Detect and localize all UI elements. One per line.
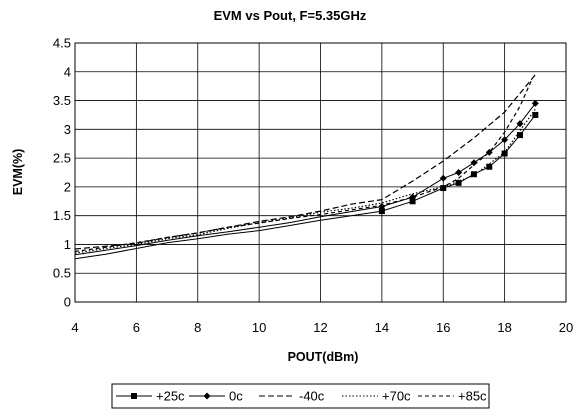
series-85c [74, 78, 533, 252]
y-tick-label: 3.5 [53, 93, 71, 108]
legend-label: -40c [299, 389, 325, 404]
legend-item: 0c [189, 389, 243, 404]
plot-area-frame [74, 42, 567, 303]
legend-label: 0c [229, 389, 243, 404]
data-point-25c [409, 198, 416, 205]
x-tick-label: 16 [436, 320, 450, 335]
y-tick-label: 3 [64, 122, 71, 137]
data-point-25c [455, 179, 462, 186]
legend-item: -40c [259, 389, 325, 404]
y-tick-label: 4 [64, 64, 71, 79]
y-tick-label: 0 [64, 295, 71, 310]
y-tick-label: 4.5 [53, 36, 71, 51]
y-axis-tick-labels: 0 0.5 1 1.5 2 2.5 3 3.5 4 4.5 [53, 36, 71, 310]
gridlines [74, 42, 567, 303]
y-tick-label: 2.5 [53, 151, 71, 166]
chart-title: EVM vs Pout, F=5.35GHz [214, 8, 367, 23]
data-point-0c [439, 174, 447, 182]
data-point-0c [378, 202, 386, 210]
legend-items: +25c 0c -40c +70c +85c [116, 389, 487, 404]
data-point-0c [470, 159, 478, 167]
y-tick-label: 2 [64, 179, 71, 194]
x-tick-label: 20 [559, 320, 573, 335]
data-point-0c [455, 169, 463, 176]
data-point-0c [501, 136, 509, 144]
y-tick-label: 1.5 [53, 208, 71, 223]
data-point-25c [516, 132, 523, 139]
series-25c [74, 111, 539, 260]
x-tick-label: 10 [252, 320, 266, 335]
data-point-25c [486, 163, 493, 170]
series-line-85c [74, 78, 533, 252]
x-tick-label: 8 [194, 320, 201, 335]
series-70c [74, 108, 536, 254]
data-point-0c [409, 193, 417, 201]
x-tick-label: 6 [133, 320, 140, 335]
x-tick-label: 4 [71, 320, 78, 335]
legend: +25c 0c -40c +70c +85c [111, 383, 490, 409]
data-point-25c [470, 171, 477, 178]
series-line-70c [74, 108, 536, 254]
legend-label: +85c [458, 389, 487, 404]
legend-item: +70c [342, 389, 411, 404]
series-lines [74, 74, 539, 260]
data-point-25c [378, 208, 385, 215]
x-axis-title: POUT(dBm) [288, 350, 359, 364]
x-tick-label: 14 [375, 320, 389, 335]
legend-item: +25c [116, 389, 185, 404]
data-point-0c [516, 120, 524, 128]
series-0c [74, 99, 539, 256]
data-point-25c [501, 150, 508, 157]
legend-label: +25c [156, 389, 185, 404]
x-tick-label: 18 [497, 320, 511, 335]
y-tick-label: 1 [64, 237, 71, 252]
data-point-25c [532, 111, 539, 118]
legend-label: +70c [382, 389, 411, 404]
legend-item: +85c [418, 389, 487, 404]
y-tick-label: 0.5 [53, 266, 71, 281]
x-tick-label: 12 [313, 320, 327, 335]
data-point-0c [531, 99, 539, 107]
y-axis-title: EVM(%) [11, 149, 25, 196]
legend-marker [131, 393, 137, 399]
x-axis-tick-labels: 4 6 8 10 12 14 16 18 20 [71, 320, 573, 335]
data-point-25c [440, 185, 447, 192]
legend-marker [203, 392, 211, 400]
